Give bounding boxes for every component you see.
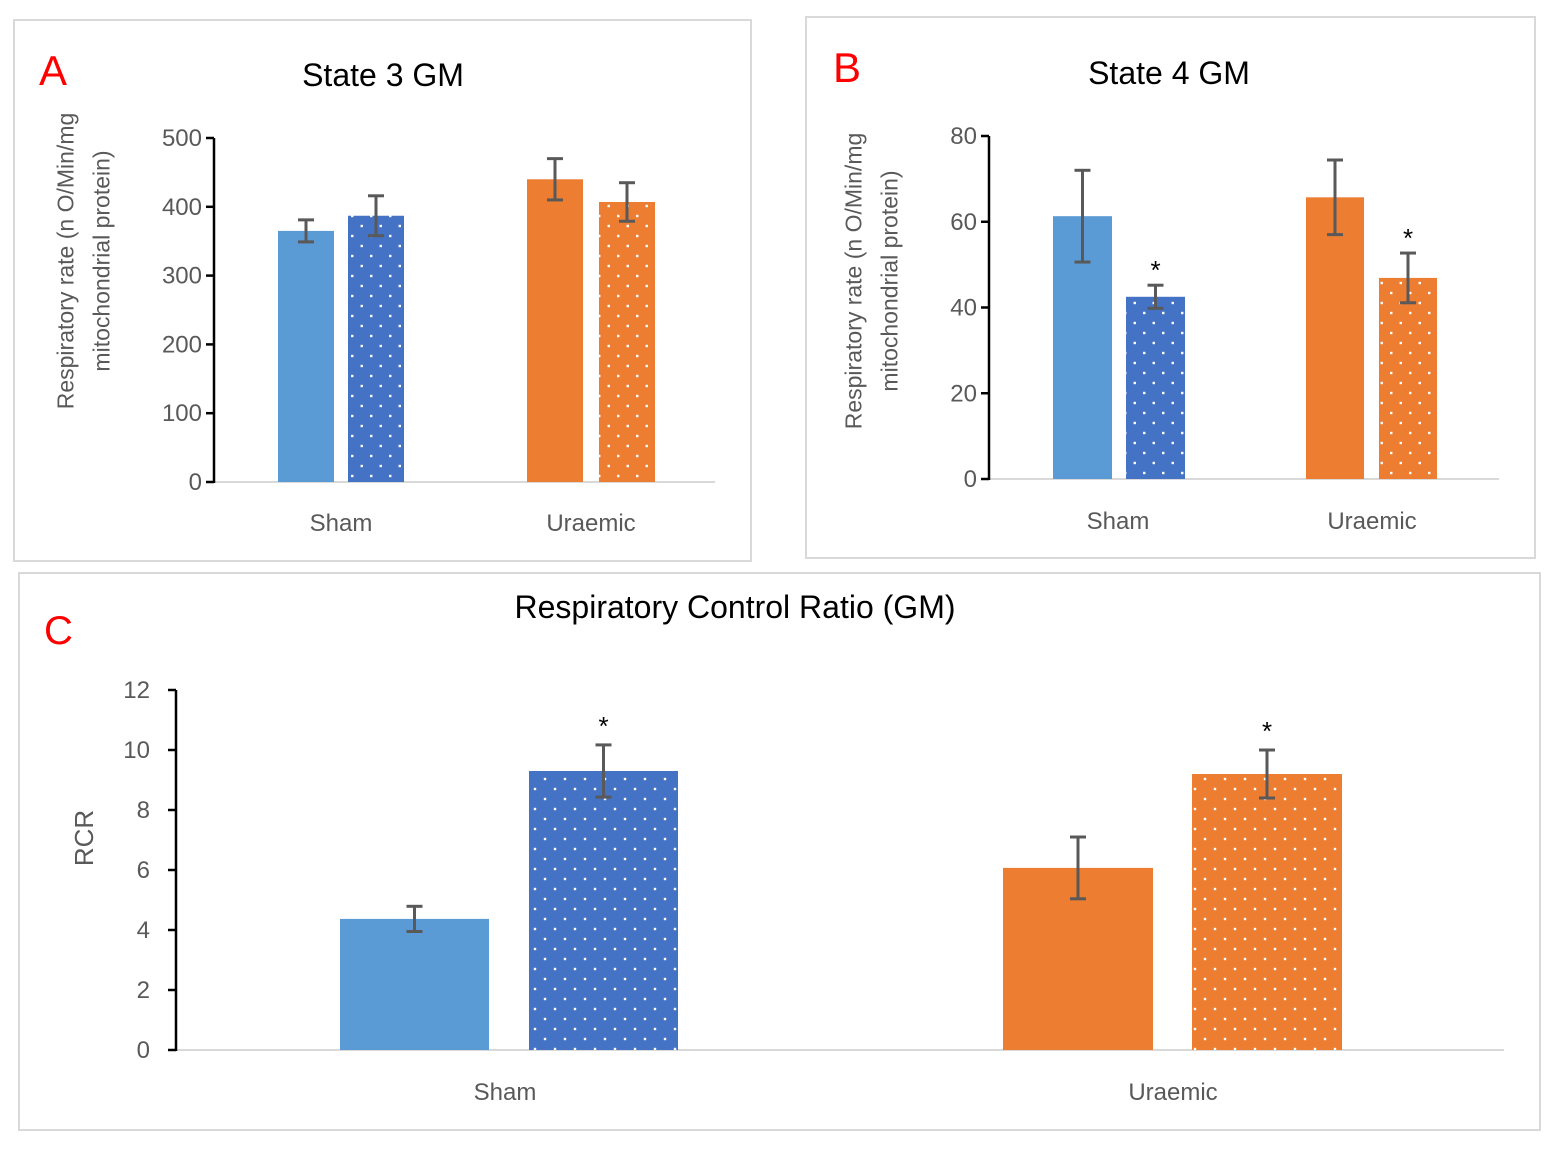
y-tick-label: 100 <box>162 400 202 427</box>
y-axis-label-line: RCR <box>69 810 99 866</box>
panel-letter: A <box>39 47 67 94</box>
y-tick-label: 8 <box>137 797 150 824</box>
y-tick-label: 2 <box>137 977 150 1004</box>
bar-sham-solid <box>340 918 489 1050</box>
y-tick-label: 300 <box>162 263 202 290</box>
significance-marker: * <box>598 711 608 741</box>
y-tick-label: 40 <box>950 295 977 322</box>
chart-rcr: C Respiratory Control Ratio (GM) RCR 0 2 4 6 8 1… <box>44 589 1504 1106</box>
panel-letter: B <box>833 44 861 91</box>
significance-marker: * <box>1150 255 1160 285</box>
significance-marker: * <box>1262 716 1272 746</box>
chart-state3: A State 3 GM Respiratory rate (n O/Min/mg m… <box>39 47 715 537</box>
y-tick-label: 0 <box>964 466 977 493</box>
y-tick-label: 10 <box>123 737 150 764</box>
y-axis-label-line: mitochondrial protein) <box>876 170 902 391</box>
y-axis-label: Respiratory rate (n O/Min/mg mitochondria… <box>52 113 114 410</box>
y-tick-label: 4 <box>137 917 150 944</box>
significance-marker: * <box>1403 223 1413 253</box>
bar-sham-dotted <box>1126 296 1185 479</box>
chart-title: State 4 GM <box>1088 55 1250 91</box>
y-axis-label-line: Respiratory rate (n O/Min/mg <box>52 113 78 410</box>
y-tick-label: 400 <box>162 194 202 221</box>
panel-a: A State 3 GM Respiratory rate (n O/Min/mg m… <box>13 19 752 562</box>
y-tick-label: 60 <box>950 209 977 236</box>
panel-c: C Respiratory Control Ratio (GM) RCR 0 2 4 6 8 1… <box>18 572 1541 1131</box>
x-category-label: Uraemic <box>1128 1079 1217 1106</box>
y-tick-label: 12 <box>123 677 150 704</box>
panel-letter: C <box>44 609 73 653</box>
bar-uraemic-dotted <box>599 201 655 482</box>
y-tick-label: 80 <box>950 123 977 150</box>
y-tick-label: 20 <box>950 380 977 407</box>
x-category-label: Sham <box>474 1079 537 1106</box>
bar-sham-dotted <box>529 771 678 1050</box>
x-category-label: Sham <box>310 510 373 537</box>
y-tick-label: 6 <box>137 857 150 884</box>
x-category-label: Sham <box>1087 508 1150 535</box>
chart-title: State 3 GM <box>302 57 464 93</box>
y-tick-label: 0 <box>137 1037 150 1064</box>
y-tick-label: 500 <box>162 125 202 152</box>
chart-state4: B State 4 GM Respiratory rate (n O/Min/mg m… <box>833 44 1499 535</box>
y-axis-label-line: mitochondrial protein) <box>88 150 114 371</box>
panel-b: B State 4 GM Respiratory rate (n O/Min/mg m… <box>805 16 1536 559</box>
bar-uraemic-solid <box>527 179 583 482</box>
chart-title: Respiratory Control Ratio (GM) <box>515 589 956 625</box>
y-axis-label-line: Respiratory rate (n O/Min/mg <box>840 133 866 430</box>
bar-sham-solid <box>278 230 334 482</box>
bar-uraemic-solid <box>1306 197 1364 479</box>
y-tick-label: 0 <box>189 469 202 496</box>
x-category-label: Uraemic <box>1327 508 1416 535</box>
bar-uraemic-dotted <box>1192 774 1342 1050</box>
y-axis-label: RCR <box>69 810 99 866</box>
x-category-label: Uraemic <box>546 510 635 537</box>
y-axis-label: Respiratory rate (n O/Min/mg mitochondria… <box>840 133 902 430</box>
bar-sham-dotted <box>348 215 404 482</box>
bar-uraemic-dotted <box>1379 277 1437 479</box>
y-tick-label: 200 <box>162 331 202 358</box>
